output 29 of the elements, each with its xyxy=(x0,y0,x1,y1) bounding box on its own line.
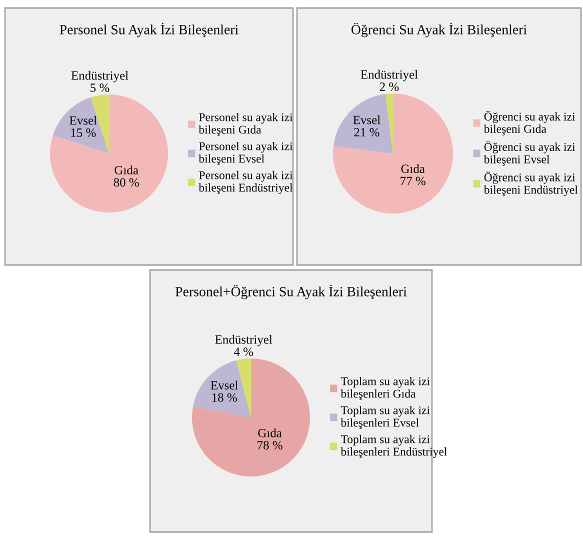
pie-slice xyxy=(52,97,109,154)
data-label: Evsel 18 % xyxy=(210,380,238,402)
chart-title: Öğrenci Su Ayak İzi Bileşenleri xyxy=(351,22,527,38)
data-label: Endüstriyel 5 % xyxy=(71,70,128,92)
legend-label: Öğrenci su ayak izi bileşeni Gıda xyxy=(484,110,576,136)
legend-label: Personel su ayak izi bileşeni Endüstriyel xyxy=(198,170,293,194)
pie-slice xyxy=(333,94,453,214)
data-label: Gıda 78 % xyxy=(258,428,282,450)
legend-label: Öğrenci su ayak izi bileşeni Evsel xyxy=(484,141,576,166)
legend-label: Toplam su ayak izi bileşenleri Evsel xyxy=(340,406,430,430)
data-label: Endüstriyel 2 % xyxy=(360,70,418,91)
pie-slice xyxy=(193,360,251,418)
pie-slice xyxy=(333,94,393,154)
chart-title: Personel Su Ayak İzi Bileşenleri xyxy=(60,22,238,38)
pie-slice xyxy=(236,358,251,418)
data-label: Endüstriyel 4 % xyxy=(215,334,272,356)
chart-title: Personel+Öğrenci Su Ayak İzi Bileşenleri xyxy=(175,284,407,300)
data-label: Gıda 80 % xyxy=(114,166,139,187)
pie-slice xyxy=(50,94,168,212)
legend-label: Toplam su ayak izi bileşenleri Endüstriyel xyxy=(340,434,448,458)
legend-label: Öğrenci su ayak izi bileşeni Endüstriyel xyxy=(484,172,578,196)
data-label: Gıda 77 % xyxy=(400,164,426,186)
legend-label: Personel su ayak izi bileşeni Gıda xyxy=(198,112,293,136)
pie-slice xyxy=(385,94,393,154)
data-label: Evsel 15 % xyxy=(70,116,97,137)
legend-label: Toplam su ayak izi bileşenleri Gıda xyxy=(340,376,430,400)
data-label: Evsel 21 % xyxy=(353,115,380,136)
legend-label: Personel su ayak izi bileşeni Evsel xyxy=(198,142,293,166)
pie-slice xyxy=(192,358,310,476)
